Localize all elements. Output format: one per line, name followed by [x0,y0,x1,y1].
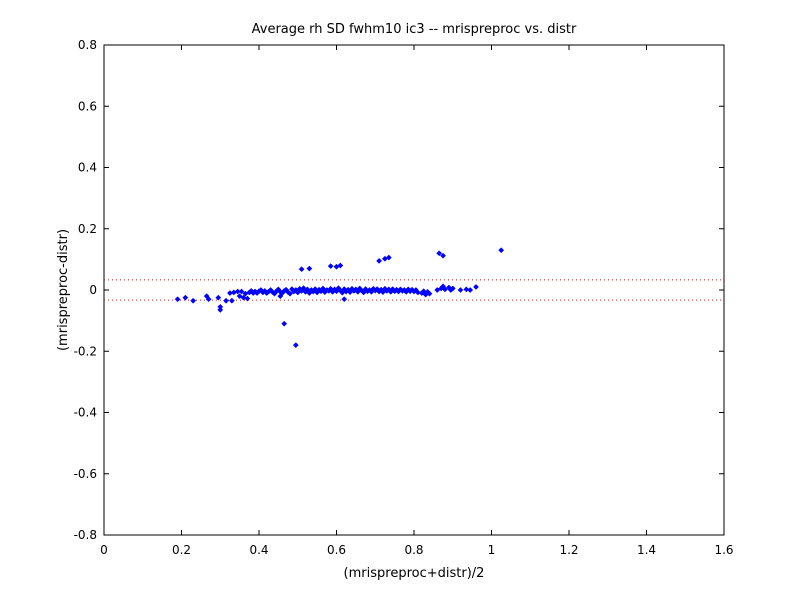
y-tick-label: -0.8 [74,528,97,542]
data-point [217,306,224,313]
data-point [463,286,470,293]
data-point [205,296,212,303]
data-point [414,289,421,296]
y-tick-label: 0.6 [78,99,97,113]
reference-lines [104,279,724,301]
x-tick-label: 0.6 [327,543,346,557]
data-point [281,320,288,327]
y-axis-label: (mrispreproc-distr) [56,229,71,351]
data-point [341,296,348,303]
data-point [449,285,456,292]
y-tick-label: 0.4 [78,161,97,175]
data-point [467,287,474,293]
y-tick-label: 0 [89,283,97,297]
x-tick-label: 1.4 [637,543,656,557]
data-point [473,283,479,290]
data-point [244,295,251,302]
x-tick-label: 1 [488,543,496,557]
data-point [442,286,448,293]
x-tick-label: 0.4 [249,543,268,557]
data-point [426,290,433,297]
data-point [304,286,311,293]
data-point [376,257,383,264]
data-point [436,250,443,257]
x-tick-label: 1.2 [559,543,578,557]
x-tick-label: 0.2 [172,543,191,557]
data-point [190,297,197,304]
data-point [292,342,299,349]
data-point [277,293,284,300]
y-axis-ticks: -0.8 -0.6 -0.4 -0.2 0 0.2 0.4 0.6 0.8 [74,38,724,542]
chart-title: Average rh SD fwhm10 ic3 -- mrispreproc … [252,22,577,37]
data-point [498,247,505,254]
data-point [306,265,313,272]
data-points [174,247,505,349]
data-point [385,254,392,261]
data-point [182,294,189,301]
data-point [457,287,464,293]
x-tick-label: 0 [100,543,108,557]
data-point [174,296,181,303]
x-axis-ticks: 0 0.2 0.4 0.6 0.8 1 1.2 1.4 1.6 [100,45,734,557]
y-tick-label: 0.8 [78,38,97,52]
y-tick-label: 0.2 [78,222,97,236]
x-tick-label: 1.6 [714,543,733,557]
data-point [337,262,344,269]
data-point [223,297,230,304]
data-point [228,297,235,304]
data-point [298,266,305,273]
data-point [238,288,245,295]
data-point [240,294,247,301]
y-tick-label: -0.6 [74,467,97,481]
x-axis-label: (mrispreproc+distr)/2 [344,566,485,581]
data-point [440,252,447,259]
data-point [287,290,293,297]
y-tick-label: -0.2 [74,344,97,358]
x-tick-label: 0.8 [404,543,423,557]
y-tick-label: -0.4 [74,406,97,420]
data-point [215,294,222,301]
data-point [234,288,241,295]
data-point [327,263,334,270]
